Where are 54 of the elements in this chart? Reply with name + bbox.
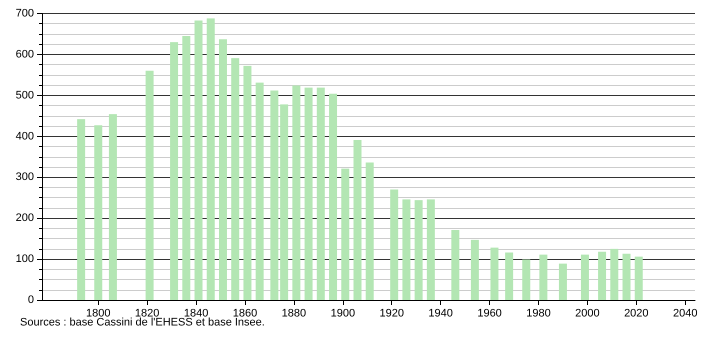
x-tick-label: 1880 xyxy=(282,308,306,320)
bar xyxy=(490,248,498,300)
bar xyxy=(505,252,514,300)
bar xyxy=(316,88,325,300)
x-tick-label: 1920 xyxy=(379,308,404,320)
x-tick-label: 1860 xyxy=(232,308,258,320)
bar xyxy=(622,254,631,300)
bar xyxy=(329,94,338,300)
bar xyxy=(634,256,643,300)
bar xyxy=(558,264,567,300)
y-tick-label: 100 xyxy=(16,253,34,266)
bar xyxy=(108,114,117,300)
bar xyxy=(610,248,618,300)
bar xyxy=(218,39,227,300)
y-tick-label: 200 xyxy=(16,212,34,224)
bar xyxy=(206,18,215,300)
bar xyxy=(414,200,423,300)
bar xyxy=(539,254,548,300)
y-tick-label: 500 xyxy=(16,89,34,102)
bar xyxy=(243,66,252,300)
bar xyxy=(580,254,589,300)
bar xyxy=(522,259,530,300)
y-tick-label: 600 xyxy=(16,48,34,60)
bar xyxy=(170,42,178,300)
x-tick-label: 1940 xyxy=(428,308,453,320)
bar xyxy=(390,189,398,300)
bar xyxy=(304,88,313,300)
bar xyxy=(470,240,479,300)
bar xyxy=(256,82,264,300)
bar xyxy=(194,20,203,300)
bar xyxy=(366,162,374,300)
bar xyxy=(426,199,435,300)
bar xyxy=(231,58,240,300)
x-tick-label: 2040 xyxy=(672,308,698,320)
y-tick-label: 700 xyxy=(16,8,34,20)
bar xyxy=(146,70,154,300)
bar xyxy=(77,119,86,300)
x-tick-label: 1980 xyxy=(526,308,551,320)
y-tick-label: 400 xyxy=(16,130,34,142)
bar xyxy=(451,230,460,300)
bar xyxy=(341,168,350,300)
x-tick-label: 2000 xyxy=(575,308,600,320)
bar xyxy=(353,140,362,300)
bar xyxy=(94,125,102,300)
bar xyxy=(598,252,606,300)
x-tick-label: 1900 xyxy=(330,308,356,320)
y-tick-label: 0 xyxy=(28,294,34,306)
y-tick-label: 300 xyxy=(16,171,34,184)
source-note: Sources : base Cassini de l'EHESS et base Insee. xyxy=(20,316,265,328)
bar xyxy=(292,86,300,300)
x-tick-label: 1960 xyxy=(477,308,502,320)
x-tick-label: 2020 xyxy=(624,308,649,320)
bar xyxy=(182,36,190,300)
bar xyxy=(402,199,410,300)
